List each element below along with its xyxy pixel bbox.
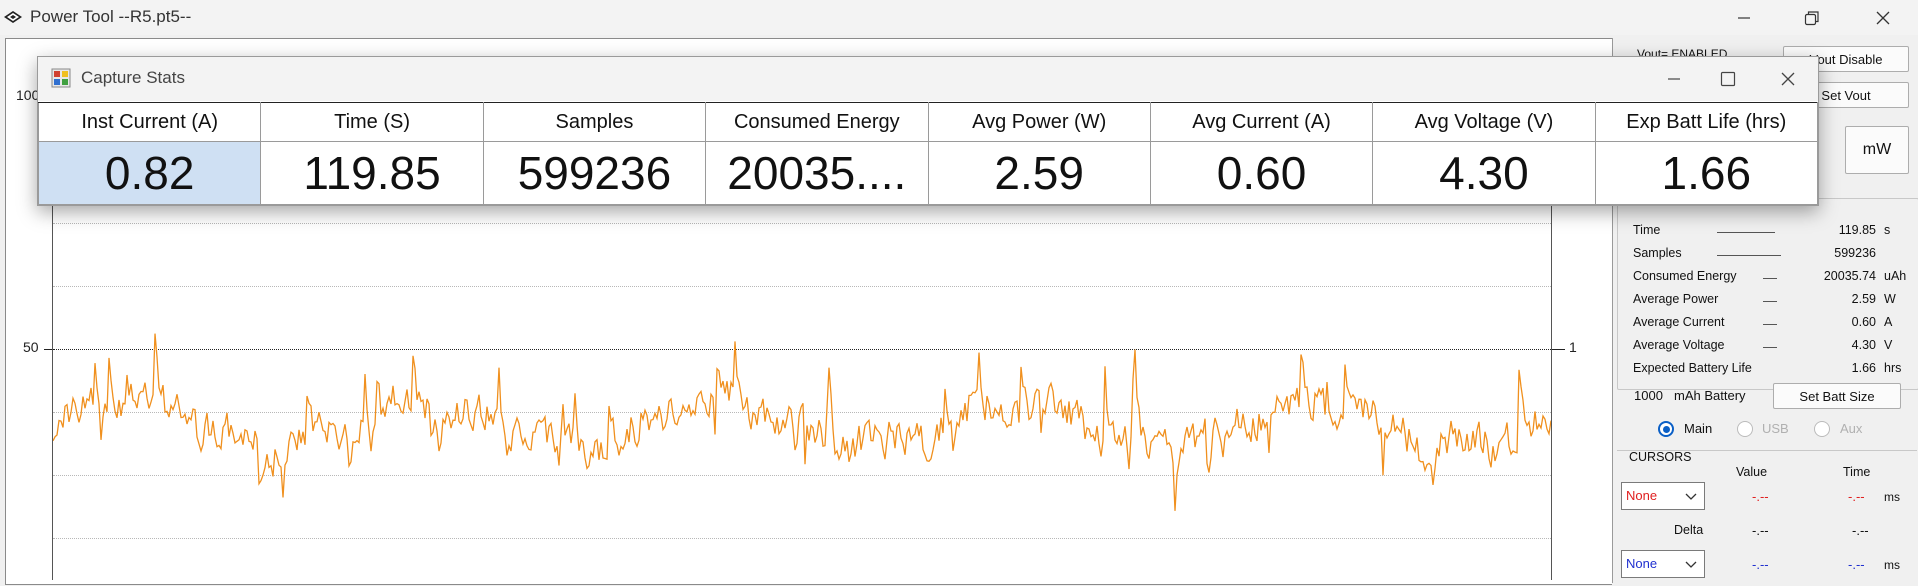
cursor1-unit: ms	[1884, 490, 1900, 504]
battery-label: mAh Battery	[1674, 388, 1746, 403]
dialog-title: Capture Stats	[81, 68, 185, 87]
channel-main-label: Main	[1684, 421, 1713, 436]
stat-row-average-power: Average Power 2.59 W	[1633, 292, 1896, 306]
capture-stats-dialog: Capture Stats Inst Current (A) Time (S) …	[37, 56, 1819, 206]
cursors-title: CURSORS	[1629, 450, 1692, 464]
close-button[interactable]	[1853, 0, 1913, 35]
chevron-down-icon	[1685, 561, 1697, 568]
delta-value: -.--	[1752, 523, 1769, 538]
header-consumed-energy[interactable]: Consumed Energy	[705, 102, 929, 142]
form-icon	[51, 68, 71, 88]
battery-capacity: 1000	[1634, 388, 1663, 403]
cursor-value-header: Value	[1736, 465, 1768, 479]
value-avg-current[interactable]: 0.60	[1149, 141, 1374, 205]
stat-row-consumed-energy: Consumed Energy 20035.74 uAh	[1633, 269, 1907, 283]
y-axis-tick	[44, 349, 58, 350]
cursor2-value: -.--	[1752, 557, 1769, 572]
maximize-icon	[1720, 71, 1736, 87]
value-avg-power[interactable]: 2.59	[927, 141, 1151, 205]
chevron-down-icon	[1685, 493, 1697, 500]
stat-row-average-voltage: Average Voltage 4.30 V	[1633, 338, 1893, 352]
header-avg-power[interactable]: Avg Power (W)	[927, 102, 1151, 142]
header-avg-current[interactable]: Avg Current (A)	[1149, 102, 1374, 142]
value-time[interactable]: 119.85	[260, 141, 484, 205]
y-axis-right-label: 1	[1569, 339, 1577, 355]
vout-status: Vout= ENABLED	[1637, 47, 1728, 57]
window-title-bar: Power Tool --R5.pt5--	[0, 0, 1918, 35]
value-avg-voltage[interactable]: 4.30	[1372, 141, 1596, 205]
stat-row-expected-battery-life: Expected Battery Life 1.66 hrs	[1633, 361, 1902, 375]
delta-time: -.--	[1852, 523, 1869, 538]
delta-label: Delta	[1674, 523, 1704, 537]
dialog-close-button[interactable]	[1758, 57, 1818, 101]
grid-line	[53, 475, 1551, 476]
capture-stats-table: Inst Current (A) Time (S) Samples Consum…	[37, 102, 1819, 205]
stat-row-samples: Samples 599236	[1633, 246, 1876, 260]
cursor2-select[interactable]: None	[1621, 550, 1705, 578]
channel-usb-radio[interactable]	[1737, 421, 1753, 437]
grid-line	[53, 412, 1551, 413]
cursor-time-header: Time	[1843, 465, 1871, 479]
channel-usb-label: USB	[1762, 421, 1789, 436]
grid-line-major	[53, 349, 1551, 350]
plot-area[interactable]	[52, 180, 1552, 580]
dialog-minimize-button[interactable]	[1644, 57, 1704, 101]
stats-panel: Time 119.85 s Samples 599236 Consumed En…	[1617, 198, 1918, 390]
channel-aux-radio[interactable]	[1814, 421, 1830, 437]
grid-line	[53, 286, 1551, 287]
y-axis-right-tick	[1551, 349, 1565, 350]
restore-button[interactable]	[1782, 0, 1842, 35]
header-samples[interactable]: Samples	[482, 102, 707, 142]
dialog-maximize-button[interactable]	[1698, 57, 1758, 101]
dialog-title-bar: Capture Stats	[38, 57, 1818, 101]
header-inst-current[interactable]: Inst Current (A)	[37, 102, 262, 142]
cursor1-select[interactable]: None	[1621, 482, 1705, 510]
minimize-button[interactable]	[1714, 0, 1774, 35]
cursor2-unit: ms	[1884, 558, 1900, 572]
window-title: Power Tool --R5.pt5--	[30, 7, 192, 26]
value-consumed-energy[interactable]: 20035....	[705, 141, 929, 205]
y-axis-label-mid: 50	[23, 339, 39, 355]
value-exp-batt-life[interactable]: 1.66	[1594, 141, 1819, 205]
grid-line	[53, 538, 1551, 539]
cursor1-value: -.--	[1752, 489, 1769, 504]
value-inst-current[interactable]: 0.82	[37, 141, 262, 205]
restore-icon	[1804, 10, 1819, 25]
channel-main-radio[interactable]	[1658, 421, 1674, 437]
stat-row-average-current: Average Current 0.60 A	[1633, 315, 1893, 329]
set-batt-size-button[interactable]: Set Batt Size	[1773, 383, 1901, 409]
cursor2-time: -.--	[1848, 557, 1865, 572]
minimize-icon	[1738, 16, 1750, 19]
minimize-icon	[1668, 78, 1680, 80]
app-icon	[4, 11, 22, 23]
channel-aux-label: Aux	[1840, 421, 1863, 436]
header-time[interactable]: Time (S)	[260, 102, 484, 142]
close-icon	[1876, 11, 1890, 24]
unit-button[interactable]: mW	[1845, 126, 1909, 174]
y-axis-label-top: 100	[16, 87, 40, 103]
cursor1-time: -.--	[1848, 489, 1865, 504]
header-avg-voltage[interactable]: Avg Voltage (V)	[1372, 102, 1596, 142]
stat-row-time: Time 119.85 s	[1633, 223, 1891, 237]
close-icon	[1781, 72, 1795, 86]
header-exp-batt-life[interactable]: Exp Batt Life (hrs)	[1594, 102, 1819, 142]
trace-line	[53, 333, 1551, 511]
stats-header-row: Inst Current (A) Time (S) Samples Consum…	[37, 102, 1819, 142]
stats-value-row: 0.82 119.85 599236 20035.... 2.59 0.60 4…	[37, 141, 1819, 205]
grid-line	[53, 223, 1551, 224]
value-samples[interactable]: 599236	[482, 141, 707, 205]
cursors-panel	[1617, 450, 1917, 586]
power-trace	[53, 333, 1551, 511]
